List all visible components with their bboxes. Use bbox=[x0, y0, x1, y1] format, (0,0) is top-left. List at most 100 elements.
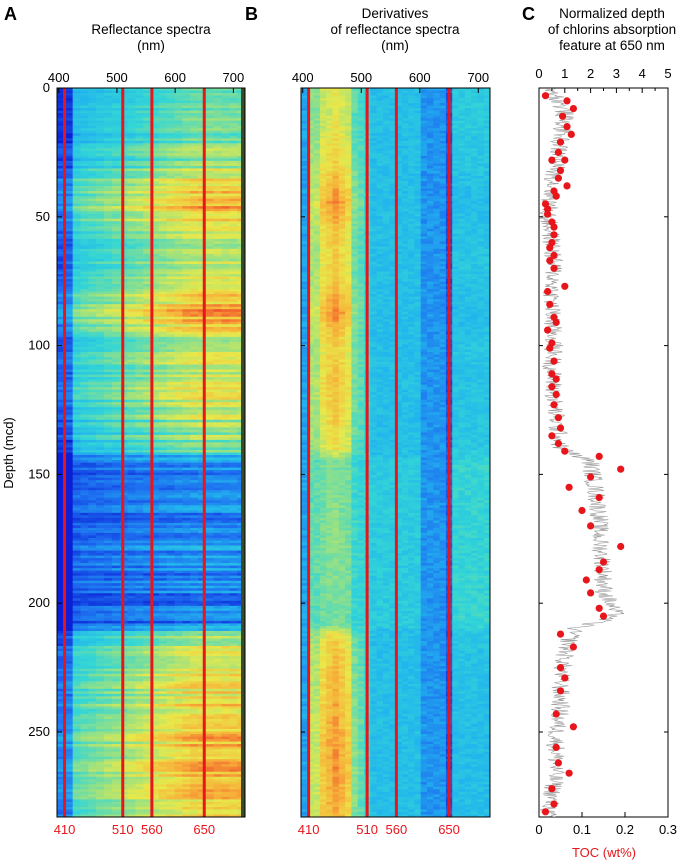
heatmap-a-cell bbox=[143, 213, 152, 217]
heatmap-a-cell bbox=[166, 432, 176, 436]
heatmap-a-cell bbox=[158, 369, 168, 373]
heatmap-a-cell bbox=[127, 595, 136, 599]
heatmap-a-cell bbox=[111, 341, 121, 345]
heatmap-a-cell bbox=[88, 319, 97, 323]
heatmap-a-cell bbox=[205, 590, 215, 594]
heatmap-a-cell bbox=[182, 356, 191, 361]
heatmap-a-cell bbox=[111, 462, 121, 466]
heatmap-a-cell bbox=[80, 502, 89, 506]
heatmap-a-cell bbox=[111, 143, 121, 147]
heatmap-a-cell bbox=[127, 211, 136, 215]
heatmap-a-cell bbox=[80, 432, 89, 436]
heatmap-a-cell bbox=[158, 98, 168, 102]
heatmap-a-cell bbox=[72, 88, 82, 92]
heatmap-a-cell bbox=[57, 465, 66, 469]
heatmap-a-cell bbox=[182, 153, 191, 157]
heatmap-a-cell bbox=[104, 274, 113, 278]
heatmap-a-cell bbox=[72, 196, 82, 200]
heatmap-a-cell bbox=[80, 525, 89, 529]
heatmap-a-cell bbox=[88, 140, 97, 144]
heatmap-a-cell bbox=[221, 500, 230, 504]
heatmap-a-cell bbox=[72, 226, 82, 230]
heatmap-a-cell bbox=[104, 402, 113, 406]
heatmap-a-cell bbox=[80, 191, 89, 195]
heatmap-a-cell bbox=[80, 560, 89, 564]
heatmap-a-cell bbox=[229, 583, 238, 587]
heatmap-a-cell bbox=[198, 341, 207, 345]
heatmap-a-cell bbox=[143, 575, 152, 579]
heatmap-a-cell bbox=[72, 422, 82, 426]
heatmap-a-cell bbox=[174, 502, 183, 506]
heatmap-a-cell bbox=[221, 241, 230, 245]
heatmap-a-cell bbox=[111, 105, 121, 109]
heatmap-a-cell bbox=[88, 510, 97, 514]
heatmap-a-cell bbox=[205, 512, 215, 516]
heatmap-a-cell bbox=[190, 241, 199, 245]
heatmap-a-cell bbox=[174, 123, 183, 127]
heatmap-a-cell bbox=[88, 145, 97, 149]
heatmap-a-cell bbox=[88, 123, 97, 127]
heatmap-a-cell bbox=[57, 543, 66, 547]
heatmap-a-cell bbox=[174, 263, 183, 268]
heatmap-a-cell bbox=[198, 351, 207, 356]
heatmap-a-cell bbox=[80, 485, 89, 489]
heatmap-a-cell bbox=[135, 397, 144, 401]
heatmap-a-cell bbox=[182, 364, 191, 368]
heatmap-a-cell bbox=[205, 500, 215, 504]
heatmap-a-cell bbox=[221, 208, 230, 212]
heatmap-a-cell bbox=[143, 125, 152, 129]
heatmap-a-cell bbox=[57, 284, 66, 288]
heatmap-a-cell bbox=[174, 460, 183, 464]
heatmap-a-cell bbox=[72, 497, 82, 501]
heatmap-a-cell bbox=[198, 98, 207, 102]
heatmap-a-cell bbox=[151, 246, 160, 250]
heatmap-a-cell bbox=[190, 422, 199, 426]
heatmap-a-cell bbox=[64, 389, 74, 393]
heatmap-a-cell bbox=[182, 163, 191, 167]
heatmap-a-cell bbox=[64, 256, 74, 260]
heatmap-a-cell bbox=[166, 321, 176, 325]
heatmap-a-cell bbox=[205, 216, 215, 220]
heatmap-a-cell bbox=[174, 384, 183, 388]
heatmap-a-cell bbox=[221, 482, 230, 486]
heatmap-a-cell bbox=[143, 108, 152, 112]
heatmap-a-cell bbox=[190, 369, 199, 373]
heatmap-a-cell bbox=[221, 201, 230, 205]
heatmap-a-cell bbox=[205, 407, 215, 411]
heatmap-a-cell bbox=[166, 517, 176, 521]
heatmap-a-cell bbox=[96, 595, 105, 599]
heatmap-a-cell bbox=[158, 384, 168, 388]
heatmap-a-cell bbox=[104, 429, 113, 433]
heatmap-a-cell bbox=[88, 233, 97, 237]
heatmap-a-cell bbox=[57, 135, 66, 139]
heatmap-a-cell bbox=[166, 231, 176, 235]
heatmap-a-cell bbox=[166, 284, 176, 288]
heatmap-a-cell bbox=[213, 130, 223, 134]
heatmap-a-cell bbox=[96, 590, 105, 594]
heatmap-a-cell bbox=[96, 515, 105, 519]
heatmap-a-cell bbox=[88, 211, 97, 215]
heatmap-a-cell bbox=[135, 160, 144, 165]
heatmap-a-cell bbox=[198, 447, 207, 451]
heatmap-a-cell bbox=[205, 279, 215, 283]
heatmap-a-cell bbox=[143, 517, 152, 521]
heatmap-a-cell bbox=[80, 186, 89, 190]
heatmap-a-cell bbox=[80, 168, 89, 172]
heatmap-a-cell bbox=[111, 568, 121, 572]
heatmap-a-cell bbox=[229, 475, 238, 479]
heatmap-a-cell bbox=[88, 191, 97, 195]
heatmap-a-cell bbox=[111, 201, 121, 205]
heatmap-a-cell bbox=[158, 211, 168, 215]
heatmap-a-cell bbox=[127, 90, 136, 94]
heatmap-a-cell bbox=[213, 253, 223, 258]
heatmap-a-cell bbox=[190, 578, 199, 582]
heatmap-a-cell bbox=[182, 188, 191, 192]
heatmap-a-cell bbox=[127, 384, 136, 388]
heatmap-a-cell bbox=[96, 455, 105, 459]
heatmap-a-cell bbox=[143, 565, 152, 569]
heatmap-a-cell bbox=[80, 140, 89, 144]
heatmap-a-cell bbox=[151, 429, 160, 433]
heatmap-a-cell bbox=[213, 553, 223, 557]
heatmap-a-cell bbox=[57, 553, 66, 557]
heatmap-a-cell bbox=[190, 181, 199, 185]
